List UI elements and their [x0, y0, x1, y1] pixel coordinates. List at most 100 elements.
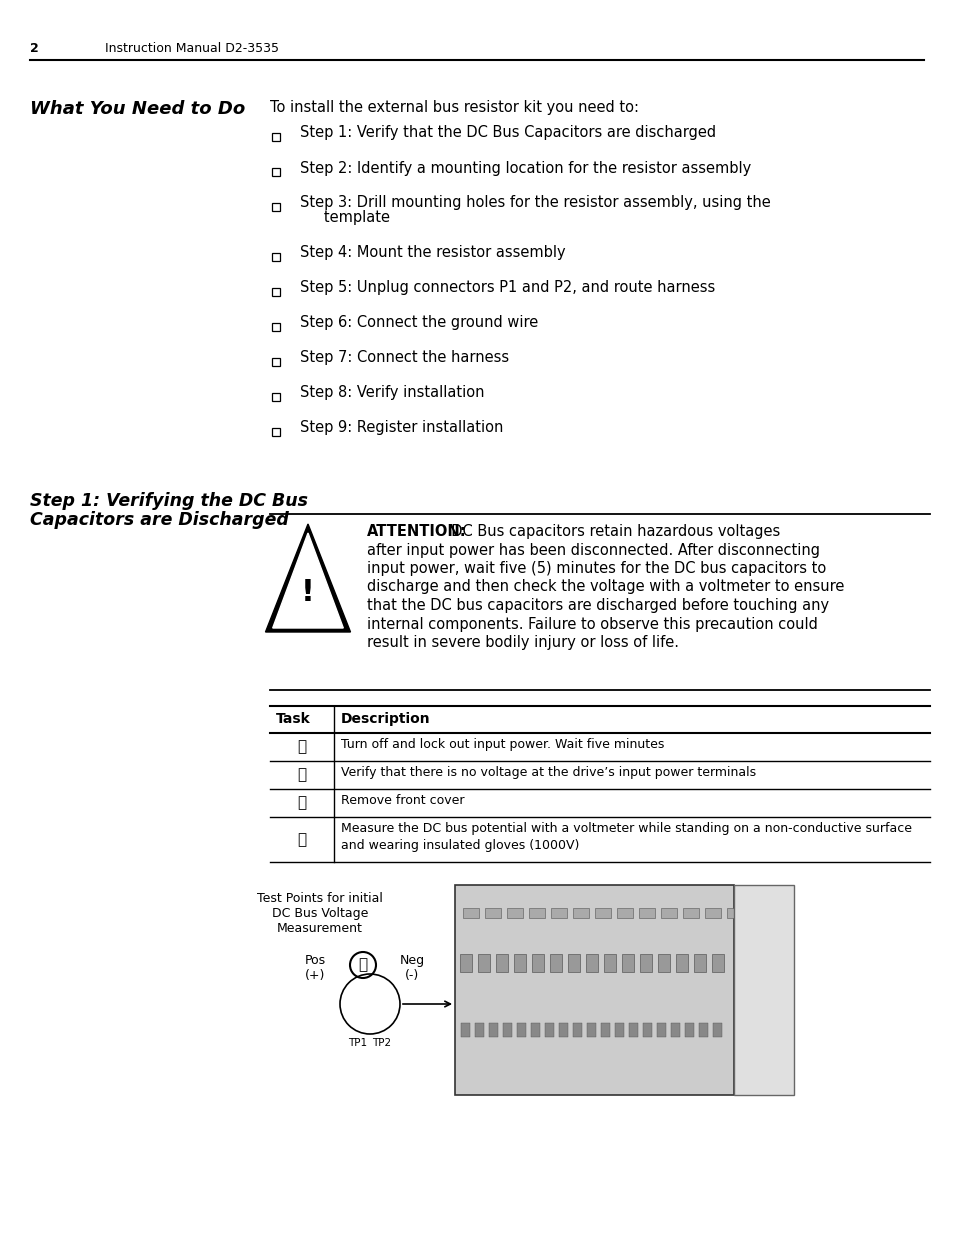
- Text: TP1: TP1: [348, 1037, 367, 1049]
- Text: after input power has been disconnected. After disconnecting: after input power has been disconnected.…: [367, 542, 820, 557]
- Text: result in severe bodily injury or loss of life.: result in severe bodily injury or loss o…: [367, 635, 679, 650]
- Bar: [586, 1023, 596, 1037]
- Bar: [272, 203, 280, 211]
- Text: template: template: [310, 210, 390, 225]
- Text: TP2: TP2: [372, 1037, 391, 1049]
- Text: Task: Task: [275, 713, 311, 726]
- Text: Instruction Manual D2-3535: Instruction Manual D2-3535: [105, 42, 278, 54]
- Bar: [532, 953, 543, 972]
- Text: Turn off and lock out input power. Wait five minutes: Turn off and lock out input power. Wait …: [340, 739, 663, 751]
- Text: Step 8: Verify installation: Step 8: Verify installation: [299, 385, 484, 400]
- Bar: [573, 1023, 581, 1037]
- Text: Step 5: Unplug connectors P1 and P2, and route harness: Step 5: Unplug connectors P1 and P2, and…: [299, 280, 715, 295]
- Bar: [502, 1023, 512, 1037]
- Bar: [460, 1023, 470, 1037]
- Bar: [726, 908, 742, 918]
- Bar: [684, 1023, 693, 1037]
- Text: To install the external bus resistor kit you need to:: To install the external bus resistor kit…: [270, 100, 639, 115]
- Bar: [531, 1023, 539, 1037]
- Bar: [514, 953, 525, 972]
- Text: internal components. Failure to observe this precaution could: internal components. Failure to observe …: [367, 616, 817, 631]
- Bar: [733, 885, 793, 1095]
- Bar: [272, 393, 280, 400]
- Text: !: !: [301, 578, 314, 606]
- Polygon shape: [273, 534, 343, 629]
- Bar: [600, 1023, 609, 1037]
- Bar: [484, 908, 500, 918]
- Bar: [699, 1023, 707, 1037]
- Bar: [660, 908, 677, 918]
- Text: ATTENTION:: ATTENTION:: [367, 524, 466, 538]
- Text: Test Points for initial
DC Bus Voltage
Measurement: Test Points for initial DC Bus Voltage M…: [256, 892, 382, 935]
- Bar: [272, 357, 280, 366]
- Bar: [676, 953, 687, 972]
- Bar: [272, 252, 280, 261]
- Text: 2: 2: [30, 42, 39, 54]
- Bar: [567, 953, 579, 972]
- Text: that the DC bus capacitors are discharged before touching any: that the DC bus capacitors are discharge…: [367, 598, 828, 613]
- Text: Remove front cover: Remove front cover: [340, 794, 464, 806]
- Polygon shape: [265, 524, 350, 632]
- Text: Neg
(-): Neg (-): [399, 953, 424, 982]
- Text: Step 1: Verifying the DC Bus: Step 1: Verifying the DC Bus: [30, 492, 308, 510]
- Bar: [615, 1023, 623, 1037]
- Text: Ⓐ: Ⓐ: [297, 740, 306, 755]
- Text: Step 1: Verify that the DC Bus Capacitors are discharged: Step 1: Verify that the DC Bus Capacitor…: [299, 126, 716, 141]
- Text: Capacitors are Discharged: Capacitors are Discharged: [30, 511, 289, 529]
- Text: Ⓒ: Ⓒ: [297, 795, 306, 810]
- Text: Ⓑ: Ⓑ: [297, 767, 306, 783]
- Text: Measure the DC bus potential with a voltmeter while standing on a non-conductive: Measure the DC bus potential with a volt…: [340, 823, 911, 852]
- Text: Ⓓ: Ⓓ: [297, 832, 306, 847]
- Bar: [639, 908, 655, 918]
- Text: Step 4: Mount the resistor assembly: Step 4: Mount the resistor assembly: [299, 245, 565, 261]
- Text: input power, wait five (5) minutes for the DC bus capacitors to: input power, wait five (5) minutes for t…: [367, 561, 825, 576]
- Text: Pos
(+): Pos (+): [304, 953, 325, 982]
- Text: Step 3: Drill mounting holes for the resistor assembly, using the: Step 3: Drill mounting holes for the res…: [299, 195, 770, 210]
- Bar: [459, 953, 472, 972]
- Text: DC Bus capacitors retain hazardous voltages: DC Bus capacitors retain hazardous volta…: [441, 524, 780, 538]
- Text: Step 9: Register installation: Step 9: Register installation: [299, 420, 503, 435]
- Bar: [621, 953, 634, 972]
- Bar: [712, 1023, 721, 1037]
- Bar: [272, 322, 280, 331]
- Bar: [693, 953, 705, 972]
- Text: Step 7: Connect the harness: Step 7: Connect the harness: [299, 350, 509, 366]
- Bar: [272, 133, 280, 141]
- Bar: [529, 908, 544, 918]
- Bar: [558, 1023, 567, 1037]
- Bar: [670, 1023, 679, 1037]
- Text: Description: Description: [340, 713, 430, 726]
- Bar: [603, 953, 616, 972]
- Bar: [477, 953, 490, 972]
- Bar: [272, 168, 280, 177]
- Bar: [682, 908, 699, 918]
- Bar: [573, 908, 588, 918]
- Text: discharge and then check the voltage with a voltmeter to ensure: discharge and then check the voltage wit…: [367, 579, 843, 594]
- Text: Verify that there is no voltage at the drive’s input power terminals: Verify that there is no voltage at the d…: [340, 766, 756, 779]
- Bar: [475, 1023, 483, 1037]
- Bar: [462, 908, 478, 918]
- Bar: [595, 908, 610, 918]
- Text: What You Need to Do: What You Need to Do: [30, 100, 245, 119]
- Text: Step 6: Connect the ground wire: Step 6: Connect the ground wire: [299, 315, 537, 330]
- Bar: [517, 1023, 525, 1037]
- Bar: [628, 1023, 638, 1037]
- Bar: [657, 1023, 665, 1037]
- Bar: [272, 427, 280, 436]
- Text: Step 2: Identify a mounting location for the resistor assembly: Step 2: Identify a mounting location for…: [299, 161, 750, 175]
- Bar: [506, 908, 522, 918]
- Bar: [496, 953, 507, 972]
- Bar: [658, 953, 669, 972]
- Bar: [585, 953, 598, 972]
- Bar: [455, 885, 733, 1095]
- Bar: [551, 908, 566, 918]
- Bar: [489, 1023, 497, 1037]
- Bar: [639, 953, 651, 972]
- Bar: [550, 953, 561, 972]
- Bar: [544, 1023, 554, 1037]
- Bar: [642, 1023, 651, 1037]
- Bar: [704, 908, 720, 918]
- Bar: [711, 953, 723, 972]
- Bar: [272, 288, 280, 295]
- Text: Ⓓ: Ⓓ: [358, 957, 367, 972]
